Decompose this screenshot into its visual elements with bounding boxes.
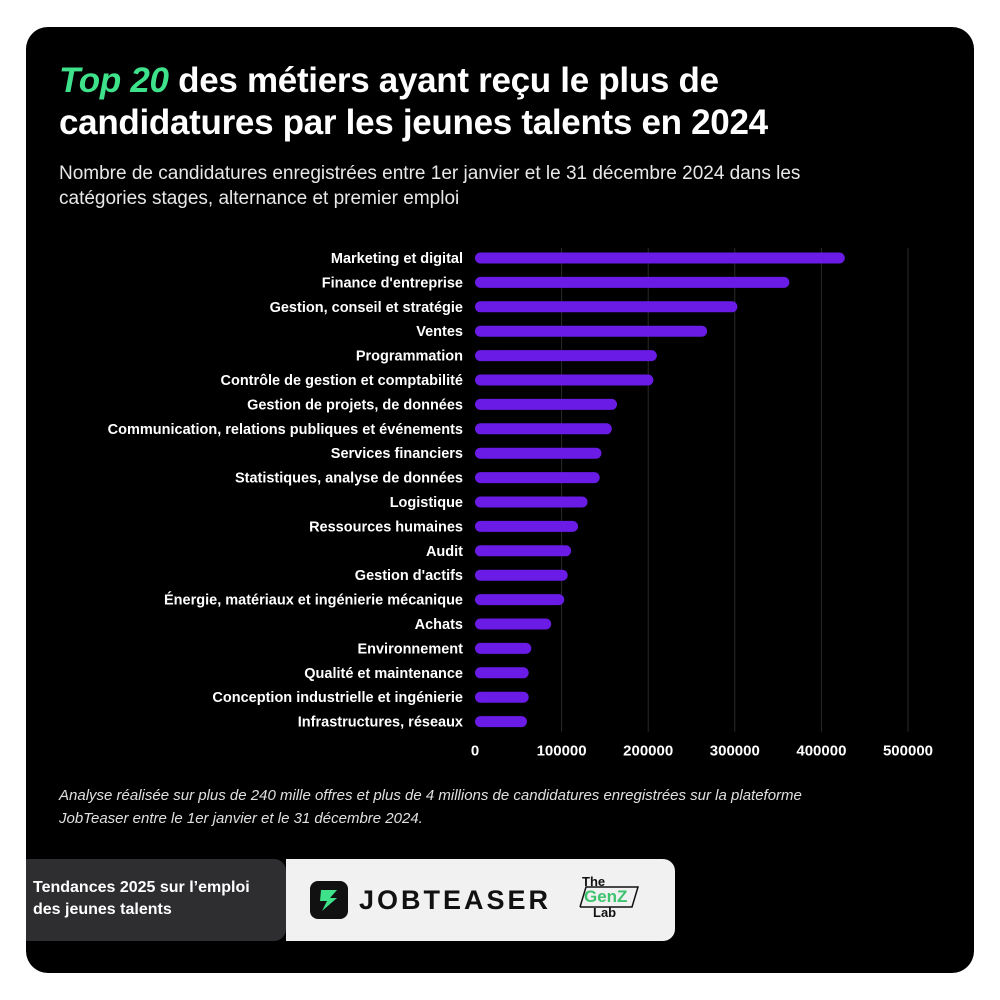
x-tick-label: 400000 <box>796 743 846 757</box>
category-label: Gestion, conseil et stratégie <box>270 300 463 316</box>
category-label: Environnement <box>357 641 463 657</box>
footer-tagline-panel: Tendances 2025 sur l’emploi des jeunes t… <box>26 859 286 941</box>
bar <box>475 472 600 484</box>
bar <box>475 447 602 459</box>
methodology-note: Analyse réalisée sur plus de 240 mille o… <box>59 787 802 827</box>
category-label: Énergie, matériaux et ingénierie mécaniq… <box>164 592 463 609</box>
x-tick-label: 500000 <box>883 743 933 757</box>
bar <box>475 716 527 728</box>
bar <box>475 691 529 703</box>
bar <box>475 423 612 435</box>
bar <box>475 618 552 630</box>
bar <box>475 642 532 654</box>
category-label: Services financiers <box>331 446 463 462</box>
x-tick-label: 300000 <box>710 743 760 757</box>
category-label: Contrôle de gestion et comptabilité <box>221 373 464 389</box>
x-tick-label: 100000 <box>537 743 587 757</box>
category-label: Ventes <box>416 324 463 340</box>
bar <box>475 276 790 288</box>
genz-lab: Lab <box>593 905 617 920</box>
footer-brand-panel: JOBTEASER The GenZ Lab <box>286 859 675 941</box>
category-label: Finance d'entreprise <box>322 275 463 291</box>
category-label: Achats <box>415 617 463 633</box>
bar-chart: 0 100000 200000 300000 400000 500000 Marketing… <box>108 248 933 757</box>
chart-card: Top 20 des métiers ayant reçu le plus de… <box>26 27 974 973</box>
category-label: Gestion d'actifs <box>355 568 463 584</box>
category-label: Programmation <box>356 349 463 365</box>
bar <box>475 325 708 337</box>
category-label: Marketing et digital <box>331 251 463 267</box>
bar <box>475 545 572 557</box>
bar <box>475 520 579 532</box>
jobteaser-logo-icon <box>310 881 348 919</box>
bar <box>475 350 657 362</box>
category-label: Statistiques, analyse de données <box>235 471 463 487</box>
category-label: Ressources humaines <box>309 519 463 535</box>
page-subtitle: Nombre de candidatures enregistrées entr… <box>59 163 801 209</box>
category-label: Infrastructures, réseaux <box>298 715 463 731</box>
title-highlight: Top 20 <box>59 61 169 100</box>
bar <box>475 594 565 606</box>
category-label: Gestion de projets, de données <box>247 397 463 413</box>
genz-frame-icon <box>579 886 640 908</box>
x-tick-label: 0 <box>471 743 479 757</box>
x-tick-label: 200000 <box>623 743 673 757</box>
genz-the: The <box>582 874 606 889</box>
genz-lab-logo: The GenZ Lab <box>579 874 646 927</box>
bar <box>475 398 618 410</box>
footer-tagline: Tendances 2025 sur l’emploi des jeunes t… <box>33 879 250 918</box>
title-text: des métiers ayant reçu le plus de candid… <box>59 61 768 142</box>
category-label: Communication, relations publiques et év… <box>108 422 463 438</box>
bar <box>475 374 654 386</box>
bar <box>475 667 529 679</box>
category-label: Audit <box>426 544 463 560</box>
bar <box>475 301 738 313</box>
bar <box>475 569 568 581</box>
bar <box>475 252 845 264</box>
category-label: Conception industrielle et ingénierie <box>212 690 463 706</box>
category-label: Logistique <box>390 495 463 511</box>
genz-mid: GenZ <box>584 887 628 906</box>
bar <box>475 496 588 508</box>
brand-name: JOBTEASER <box>359 885 552 915</box>
category-label: Qualité et maintenance <box>304 666 463 682</box>
page-title: Top 20 des métiers ayant reçu le plus de… <box>59 60 939 144</box>
